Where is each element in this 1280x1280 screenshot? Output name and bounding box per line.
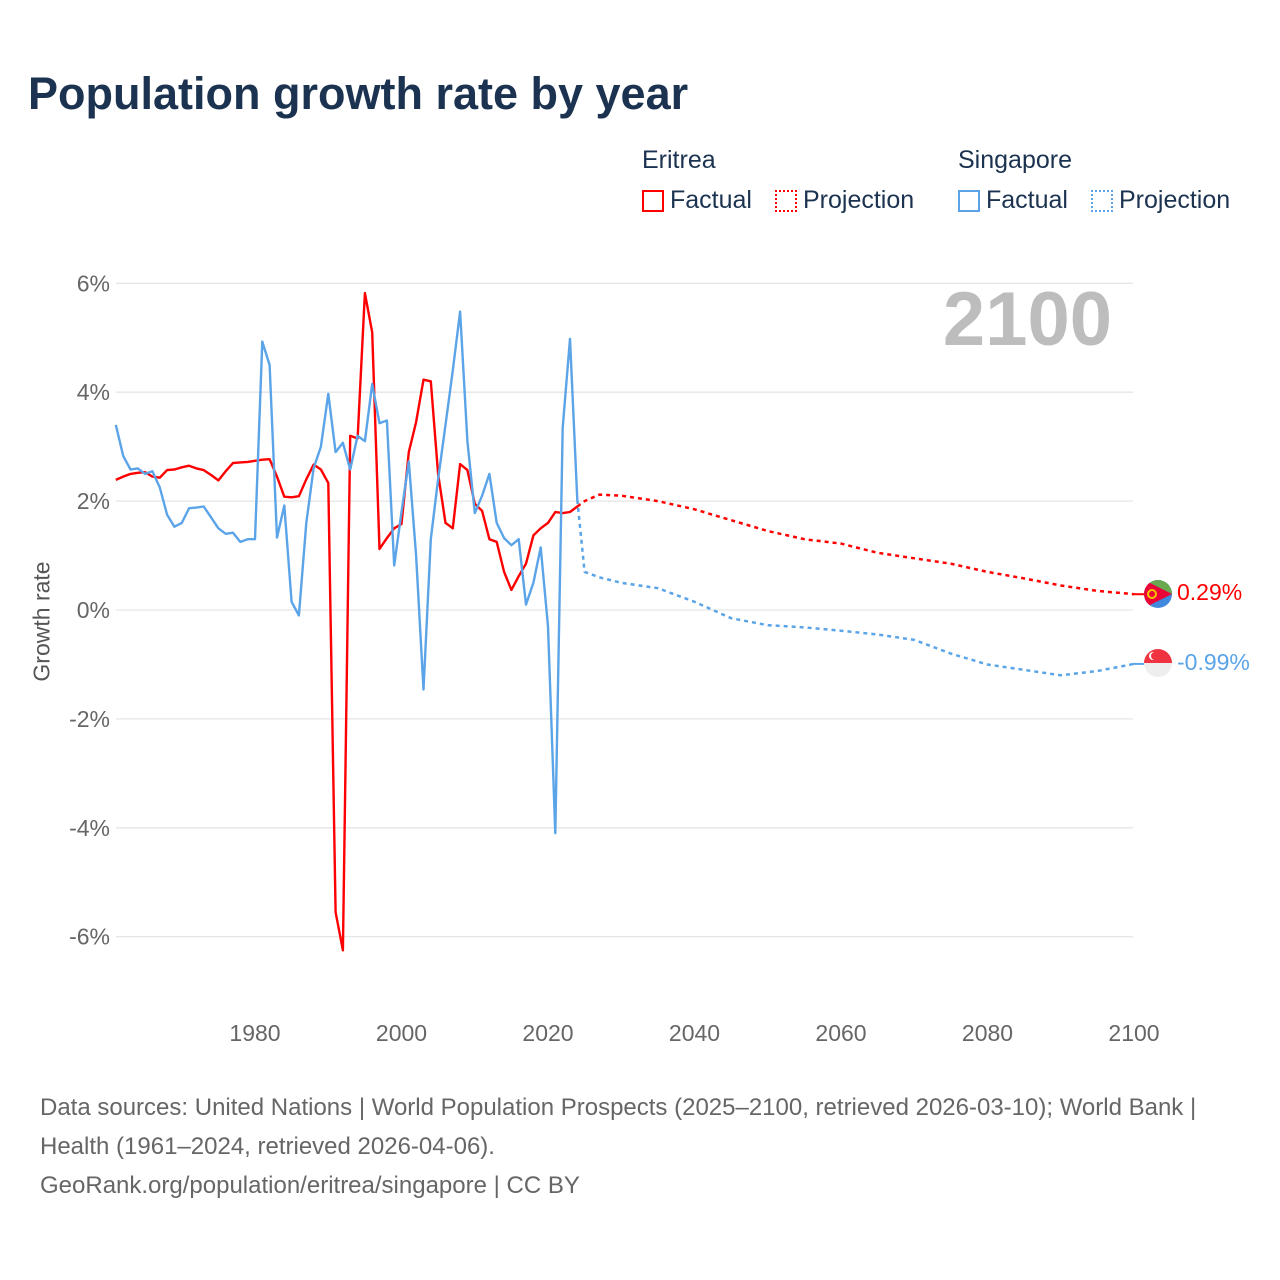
- eritrea-flag-icon: [1144, 580, 1172, 608]
- source-link[interactable]: GeoRank.org/population/eritrea/singapore…: [40, 1172, 580, 1199]
- series-line-eritrea-projection: [576, 493, 1135, 596]
- legend-eritrea-factual[interactable]: Factual: [642, 186, 752, 215]
- legend-singapore-factual[interactable]: Factual: [958, 186, 1068, 215]
- x-tick-label: 2080: [962, 1020, 1013, 1046]
- end-label-eritrea: 0.29%: [1177, 579, 1242, 605]
- y-tick-label: -4%: [69, 815, 110, 841]
- x-tick-label: 2040: [669, 1020, 720, 1046]
- x-tick-label: 2100: [1108, 1020, 1159, 1046]
- y-tick-label: 6%: [77, 270, 110, 296]
- series-line-eritrea-factual: [115, 291, 579, 952]
- legend-swatch-solid: [958, 189, 980, 212]
- x-tick-label: 1980: [229, 1020, 280, 1046]
- legend-label: Projection: [1119, 186, 1231, 214]
- end-label-singapore: -0.99%: [1177, 649, 1250, 675]
- legend-group-singapore: Singapore: [958, 146, 1072, 174]
- data-sources: Data sources: United Nations | World Pop…: [40, 1094, 1197, 1160]
- legend-eritrea-projection[interactable]: Projection: [775, 186, 914, 215]
- y-axis-label: Growth rate: [28, 561, 55, 682]
- legend-swatch-dotted: [775, 189, 797, 212]
- current-year-display: 2100: [942, 277, 1112, 362]
- x-tick-label: 2000: [376, 1020, 427, 1046]
- y-tick-label: 0%: [77, 597, 110, 623]
- series-line-singapore-factual: [114, 310, 579, 835]
- chart-title: Population growth rate by year: [28, 68, 689, 119]
- x-tick-label: 2060: [815, 1020, 866, 1046]
- singapore-flag-icon: [1144, 649, 1172, 677]
- y-tick-label: 2%: [77, 488, 110, 514]
- legend-label: Factual: [670, 186, 752, 214]
- y-tick-label: -6%: [69, 924, 110, 950]
- y-tick-label: -2%: [69, 706, 110, 732]
- x-tick-label: 2020: [522, 1020, 573, 1046]
- y-tick-label: 4%: [77, 379, 110, 405]
- legend-swatch-solid: [642, 189, 664, 212]
- legend-label: Projection: [803, 186, 915, 214]
- legend-singapore-projection[interactable]: Projection: [1091, 186, 1230, 215]
- footer: Data sources: United Nations | World Pop…: [40, 1088, 1240, 1205]
- legend-group-eritrea: Eritrea: [642, 146, 716, 174]
- legend-swatch-dotted: [1091, 189, 1113, 212]
- series-line-singapore-projection: [576, 499, 1135, 677]
- legend-label: Factual: [986, 186, 1068, 214]
